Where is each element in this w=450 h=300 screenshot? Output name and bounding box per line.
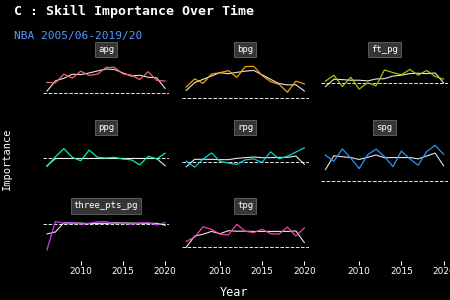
Title: spg: spg [376,123,392,132]
Text: C : Skill Importance Over Time: C : Skill Importance Over Time [14,4,253,18]
Title: apg: apg [98,45,114,54]
Title: ft_pg: ft_pg [371,45,398,54]
Title: rpg: rpg [237,123,253,132]
Text: Year: Year [220,286,248,298]
Text: Importance: Importance [2,128,12,190]
Text: NBA 2005/06-2019/20: NBA 2005/06-2019/20 [14,32,142,41]
Title: bpg: bpg [237,45,253,54]
Title: ppg: ppg [98,123,114,132]
Title: three_pts_pg: three_pts_pg [74,201,138,210]
Title: tpg: tpg [237,201,253,210]
